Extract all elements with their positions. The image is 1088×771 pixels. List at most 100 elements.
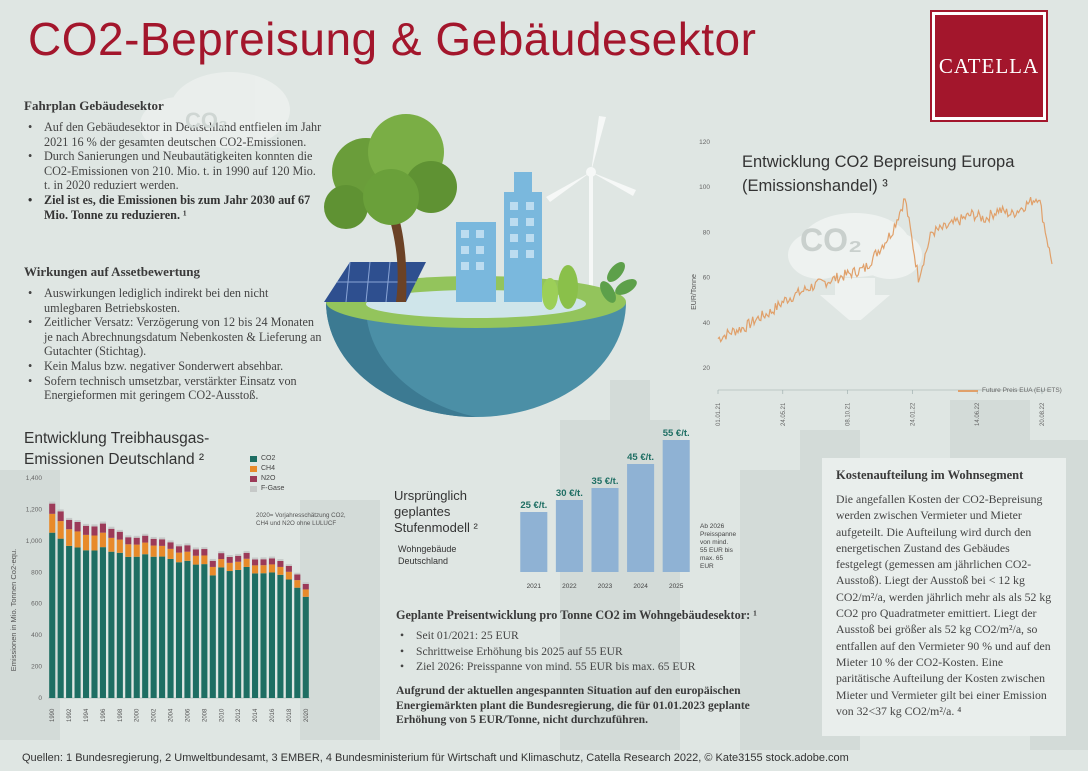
list-item: Kein Malus bzw. negativer Sonderwert abs… [24,359,324,374]
legend-swatch [958,389,978,392]
legend-item-ch4: CH4 [250,464,284,474]
bar-f-gase-2017 [277,559,284,561]
bar-f-gase-2012 [235,553,242,556]
bar-ch4-2008 [201,555,208,565]
bar-ch4-2014 [252,565,259,574]
bar-2024 [627,464,655,572]
list-item: Ziel 2026: Preisspanne von mind. 55 EUR … [396,659,696,675]
bar-ch4-1996 [99,532,106,548]
bar-co2-2018 [285,579,292,698]
stufenmodell-subtitle: Wohngebäude Deutschland [398,544,457,566]
y-tick-label: 120 [699,139,710,146]
bar-f-gase-2005 [175,544,183,547]
bar-co2-1992 [66,545,73,698]
list-item: Schrittweise Erhöhung bis 2025 auf 55 EU… [396,644,696,660]
bar-co2-2002 [150,556,157,698]
x-tick-label: 2014 [253,708,259,722]
bar-ch4-2015 [260,565,267,574]
legend-label: Future Preis EUA (EU ETS) [982,387,1062,394]
data-label: 25 €/t. [520,500,547,511]
bar-2021 [520,512,548,572]
bar-co2-1991 [57,538,64,698]
page-title: CO2-Bepreisung & Gebäudesektor [28,13,757,65]
bar-2022 [555,500,583,572]
legend-label: CO2 [261,455,276,462]
bar-ch4-2003 [159,545,166,557]
bar-ch4-1991 [57,521,64,539]
bar-f-gase-1994 [82,523,90,526]
bar-f-gase-2015 [260,557,267,560]
bar-n2o-1993 [74,522,81,532]
x-tick-label: 01.01.21 [716,402,722,426]
list-item: Zeitlicher Versatz: Verzögerung von 12 b… [24,315,324,359]
y-tick-label: 0 [38,695,42,702]
bar-co2-1999 [125,556,132,698]
bar-co2-2016 [268,572,276,698]
eu-chart-title: Entwicklung CO2 Bepreisung Europa (Emiss… [742,153,1015,195]
eu-price-line-chart: 20 40 60 80 100 120 EUR/Tonne 01.01.21 24.05.21 0… [691,139,1053,426]
bar-co2-2011 [226,571,233,698]
bar-co2-2003 [159,556,166,698]
fahrplan-heading: Fahrplan Gebäudesektor [24,98,164,113]
x-tick-label: 20.08.22 [1040,402,1046,426]
bar-n2o-1997 [108,528,115,538]
bar-f-gase-1990 [49,501,56,504]
bar-co2-1998 [116,552,123,698]
bar-co2-2010 [218,567,225,698]
bar-ch4-2010 [218,559,225,568]
bar-co2-1993 [74,547,81,698]
wirkungen-section: Wirkungen auf Assetbewertung Auswirkunge… [24,264,324,403]
stufenmodell-bar-chart: 25 €/t. 2021 30 €/t. 2022 35 €/t. 2023 45 €/t.… [520,428,690,590]
bar-ch4-2016 [268,564,276,573]
bar-ch4-2019 [294,580,301,588]
bar-f-gase-2002 [150,536,157,539]
bar-n2o-2005 [175,546,183,553]
stufenmodell-annotation: Ab 2026 Preisspanne von mind. 55 EUR bis… [700,523,737,570]
bar-co2-2020 [302,596,309,698]
bar-co2-1994 [82,550,90,698]
bar-f-gase-2020 [302,582,309,584]
y-axis-label: EUR/Tonne [691,274,698,310]
bar-ch4-2020 [302,589,309,597]
bar-co2-2008 [201,564,208,698]
bar-ch4-1990 [49,513,56,533]
y-tick-label: 1,200 [26,506,43,513]
catella-logo: CATELLA [930,10,1048,122]
bar-ch4-1994 [82,534,90,551]
bar-co2-2004 [167,558,174,698]
bar-n2o-2018 [285,566,292,572]
y-tick-label: 1,400 [26,475,43,482]
bar-co2-1996 [99,547,106,698]
bar-co2-2006 [184,560,191,698]
y-tick-label: 400 [31,632,42,639]
list-item: Ziel ist es, die Emissionen bis zum Jahr… [24,193,324,222]
x-tick-label: 1996 [101,708,107,722]
bar-n2o-2007 [192,549,199,556]
bar-co2-2015 [260,573,267,698]
bar-n2o-1999 [125,537,132,545]
x-tick-label: 2006 [185,708,191,722]
preis-note: Aufgrund der aktuellen angespannten Situ… [396,684,750,727]
bar-f-gase-1993 [74,520,81,522]
bar-co2-2000 [133,556,140,698]
bar-ch4-2013 [243,558,250,567]
bar-f-gase-2016 [268,556,276,559]
eu-chart-legend: Future Preis EUA (EU ETS) [958,387,1062,394]
x-tick-label: 24.01.22 [910,402,916,426]
x-tick-label: 1990 [50,708,56,722]
x-tick-label: 2024 [633,583,648,590]
bar-n2o-2017 [277,560,284,567]
globe-city-illustration [324,114,637,417]
x-tick-label: 2018 [287,708,293,722]
x-tick-label: 2010 [219,708,225,722]
bar-f-gase-2013 [243,550,250,553]
list-item: Sofern technisch umsetzbar, verstärkter … [24,374,324,403]
bar-n2o-2013 [243,552,250,559]
kosten-heading: Kostenaufteilung im Wohnsegment [836,468,1024,482]
x-tick-label: 2021 [527,583,542,590]
bar-ch4-2018 [285,571,292,580]
fahrplan-list: Auf den Gebäudesektor in Deutschland ent… [24,120,324,222]
bar-n2o-2010 [218,553,225,560]
bar-f-gase-1997 [108,526,115,529]
x-tick-label: 1998 [118,708,124,722]
